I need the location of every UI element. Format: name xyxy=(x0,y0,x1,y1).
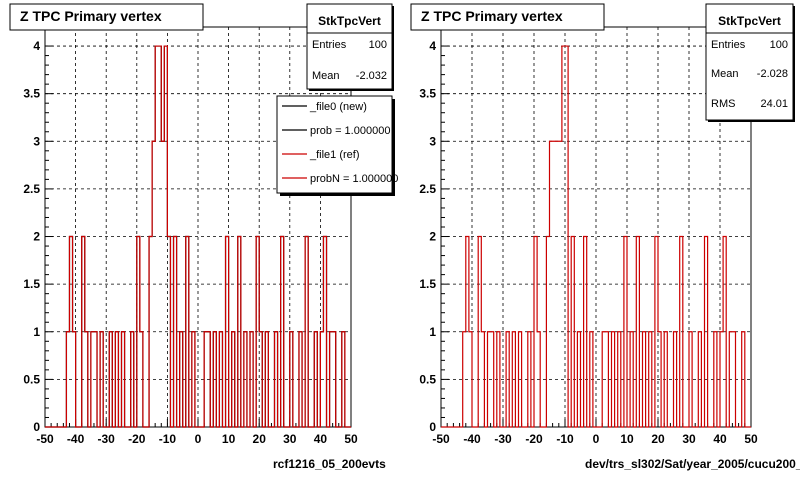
x-tick-label: 0 xyxy=(195,432,202,446)
legend-label: _file0 (new) xyxy=(309,101,367,113)
stats-entries-value: 100 xyxy=(369,39,387,51)
chart-panel-1: -50 -40 -30 -20 -10 0 10 20 30 40 50 0 0.5 1 1.5 2 2.5 3 3… xyxy=(9,3,398,471)
chart-title: Z TPC Primary vertex xyxy=(421,8,563,24)
y-tick-label: 1.5 xyxy=(419,277,436,291)
x-tick-label: 50 xyxy=(744,432,758,446)
x-tick-label: -20 xyxy=(128,432,146,446)
stats-mean-label: Mean xyxy=(312,70,340,82)
legend-label: _file1 (ref) xyxy=(309,149,360,161)
y-tick-label: 0.5 xyxy=(23,372,40,386)
y-tick-label: 2 xyxy=(33,230,40,244)
chart-title-box xyxy=(9,3,204,31)
y-tick-label: 3 xyxy=(33,134,40,148)
y-tick-label: 4 xyxy=(33,39,40,53)
stats-entries-label: Entries xyxy=(711,39,746,51)
x-tick-label: -30 xyxy=(98,432,116,446)
y-tick-label: 1 xyxy=(429,325,436,339)
y-tick-label: 2.5 xyxy=(23,182,40,196)
y-tick-label: 4 xyxy=(429,39,436,53)
y-tick-label: 1 xyxy=(33,325,40,339)
legend: _file0 (new) prob = 1.000000 _file1 (ref) p… xyxy=(276,95,398,196)
x-tick-label: 10 xyxy=(222,432,236,446)
stats-box-title: StkTpcVert xyxy=(718,14,781,28)
chart-panel-2: -50 -40 -30 -20 -10 0 10 20 30 40 50 0 0.5 1 1.5 2 2.5 3 3… xyxy=(410,3,800,471)
x-tick-label: 0 xyxy=(593,432,600,446)
y-tick-label: 2 xyxy=(429,230,436,244)
legend-label: prob = 1.000000 xyxy=(310,125,390,137)
x-tick-label: 10 xyxy=(620,432,634,446)
y-tick-label: 3 xyxy=(429,134,436,148)
stats-box xyxy=(705,3,794,121)
x-tick-label: -50 xyxy=(36,432,54,446)
x-axis-label: rcf1216_05_200evts xyxy=(273,457,386,471)
x-tick-label: -20 xyxy=(525,432,543,446)
chart-title: Z TPC Primary vertex xyxy=(20,8,162,24)
x-tick-label: -30 xyxy=(494,432,512,446)
stats-rms-label: RMS xyxy=(711,98,735,110)
x-tick-label: -10 xyxy=(159,432,177,446)
x-tick-label: 30 xyxy=(283,432,297,446)
stats-box xyxy=(306,3,393,90)
y-tick-label: 3.5 xyxy=(23,87,40,101)
stats-mean-label: Mean xyxy=(711,68,739,80)
x-tick-label: 20 xyxy=(651,432,665,446)
y-tick-label: 0.5 xyxy=(419,372,436,386)
x-tick-label: -10 xyxy=(556,432,574,446)
y-tick-label: 1.5 xyxy=(23,277,40,291)
histogram-series-1 xyxy=(441,45,751,428)
stats-rms-value: 24.01 xyxy=(760,98,788,110)
stats-entries-value: 100 xyxy=(770,39,788,51)
x-axis-label: dev/trs_sl302/Sat/year_2005/cucu200_minb… xyxy=(585,457,800,471)
histogram-series-2 xyxy=(45,45,351,428)
stats-entries-label: Entries xyxy=(312,39,347,51)
stats-mean-value: -2.028 xyxy=(757,68,788,80)
y-tick-label: 0 xyxy=(429,420,436,434)
x-tick-label: 40 xyxy=(314,432,328,446)
x-tick-label: -40 xyxy=(463,432,481,446)
x-tick-label: 40 xyxy=(713,432,727,446)
x-tick-label: -50 xyxy=(432,432,450,446)
y-tick-label: 0 xyxy=(33,420,40,434)
y-tick-label: 3.5 xyxy=(419,87,436,101)
stats-box-title: StkTpcVert xyxy=(318,14,381,28)
x-tick-label: -40 xyxy=(67,432,85,446)
y-tick-label: 2.5 xyxy=(419,182,436,196)
x-tick-label: 50 xyxy=(344,432,358,446)
stats-mean-value: -2.032 xyxy=(356,70,387,82)
x-tick-label: 20 xyxy=(253,432,267,446)
legend-box xyxy=(276,95,393,194)
chart-title-box xyxy=(410,3,605,31)
x-tick-label: 30 xyxy=(682,432,696,446)
grid xyxy=(45,27,351,427)
legend-label: probN = 1.000000 xyxy=(310,173,398,185)
